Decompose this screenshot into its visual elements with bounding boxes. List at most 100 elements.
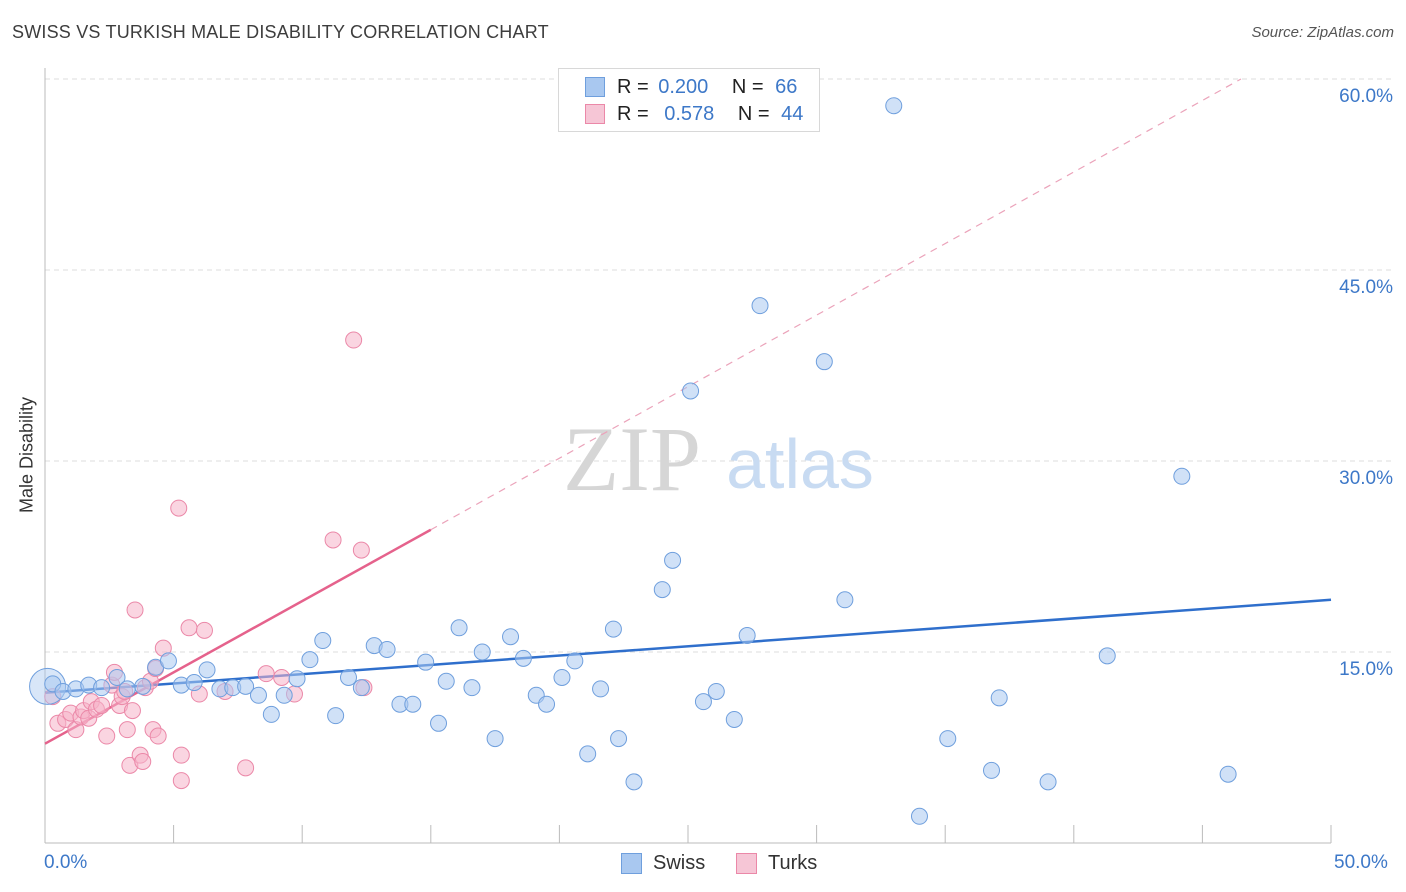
swiss-point <box>1098 647 1116 665</box>
turks-point <box>352 541 370 559</box>
turks-point <box>273 668 291 686</box>
chart-source: Source: ZipAtlas.com <box>1251 24 1394 41</box>
turks-point <box>134 753 152 771</box>
swiss-point <box>664 551 682 569</box>
swiss-point <box>339 668 357 686</box>
swiss-point <box>237 677 255 695</box>
swiss-point <box>592 680 610 698</box>
bottom-swiss-swatch <box>621 853 642 874</box>
turks-point <box>195 621 213 639</box>
turks-point <box>118 721 136 739</box>
swiss-point <box>93 679 111 697</box>
swiss-point <box>836 591 854 609</box>
turks-point <box>98 727 116 745</box>
swiss-point <box>725 710 743 728</box>
swiss-point <box>502 628 520 646</box>
swiss-point <box>118 680 136 698</box>
legend-turks-n-value: 44 <box>781 103 804 125</box>
swiss-point <box>566 652 584 670</box>
swiss-point <box>486 730 504 748</box>
swiss-point <box>198 661 216 679</box>
legend-swiss-n-value: 66 <box>775 76 798 98</box>
legend-swiss-r-label: R = <box>617 76 649 98</box>
turks-point <box>180 619 198 637</box>
swiss-point <box>885 97 903 115</box>
swiss-point <box>430 714 448 732</box>
swiss-point <box>553 668 571 686</box>
turks-point <box>257 665 275 683</box>
y-tick-label-30: 30.0% <box>1339 468 1393 489</box>
chart-title: SWISS VS TURKISH MALE DISABILITY CORRELA… <box>12 22 549 42</box>
swiss-point <box>404 695 422 713</box>
legend-swiss-r-value: 0.200 <box>658 76 709 98</box>
swiss-point <box>437 672 455 690</box>
turks-point <box>345 331 363 349</box>
swiss-point <box>939 730 957 748</box>
watermark-zip: ZIP <box>563 408 701 510</box>
swiss-point <box>815 353 833 371</box>
swiss-point <box>417 653 435 671</box>
legend-turks-r-value: 0.578 <box>664 103 715 125</box>
gridlines <box>45 78 1393 653</box>
swiss-point <box>990 689 1008 707</box>
turks-point <box>172 772 190 790</box>
swiss-point <box>604 620 622 638</box>
y-axis-label: Male Disability <box>16 396 37 514</box>
turks-point <box>93 696 111 714</box>
turks-points <box>44 331 373 790</box>
swiss-point <box>982 761 1000 779</box>
swiss-point <box>579 745 597 763</box>
swiss-point <box>514 649 532 667</box>
turks-point <box>324 531 342 549</box>
watermark-atlas: atlas <box>726 425 874 503</box>
swiss-point <box>314 632 332 650</box>
swiss-point <box>538 695 556 713</box>
turks-point <box>123 702 141 720</box>
watermark: ZIP atlas <box>563 408 874 510</box>
bottom-turks-swatch <box>736 853 757 874</box>
swiss-point <box>694 693 712 711</box>
swiss-point <box>352 679 370 697</box>
swiss-point <box>653 581 671 599</box>
swiss-point <box>249 686 267 704</box>
y-tick-label-15: 15.0% <box>1339 659 1393 680</box>
swiss-point <box>450 619 468 637</box>
turks-point <box>126 601 144 619</box>
swiss-point <box>682 382 700 400</box>
swiss-point <box>751 297 769 315</box>
turks-point <box>237 759 255 777</box>
axes <box>44 68 1332 844</box>
swiss-point <box>625 773 643 791</box>
swiss-point <box>108 668 126 686</box>
swiss-point <box>275 686 293 704</box>
legend-turks-r-label: R = <box>617 103 649 125</box>
legend-turks-n-label: N = <box>737 103 770 125</box>
x-tick-label-max: 50.0% <box>1334 852 1388 873</box>
bottom-turks-label: Turks <box>768 852 818 874</box>
legend-swiss-n-label: N = <box>731 76 764 98</box>
y-tick-label-45: 45.0% <box>1339 277 1393 298</box>
turks-point <box>170 499 188 517</box>
swiss-point <box>288 670 306 688</box>
swiss-point <box>378 640 396 658</box>
y-tick-label-60: 60.0% <box>1339 86 1393 107</box>
turks-trend-extension <box>430 78 1242 531</box>
swiss-point <box>134 677 152 695</box>
turks-swatch <box>585 104 605 124</box>
turks-point <box>149 727 167 745</box>
swiss-point <box>463 679 481 697</box>
turks-point <box>172 746 190 764</box>
swiss-point <box>1219 765 1237 783</box>
swiss-point <box>185 674 203 692</box>
swiss-points <box>29 97 1237 825</box>
swiss-swatch <box>585 77 605 97</box>
swiss-point <box>301 651 319 669</box>
swiss-point <box>610 730 628 748</box>
correlation-legend: R = 0.200 N = 66 R = 0.578 N = 44 <box>558 68 820 132</box>
swiss-trend-line <box>44 598 1332 694</box>
x-tick-label-min: 0.0% <box>44 852 88 873</box>
swiss-point <box>1039 773 1057 791</box>
bottom-swiss-label: Swiss <box>653 852 706 874</box>
swiss-point <box>910 807 928 825</box>
swiss-point <box>738 626 756 644</box>
